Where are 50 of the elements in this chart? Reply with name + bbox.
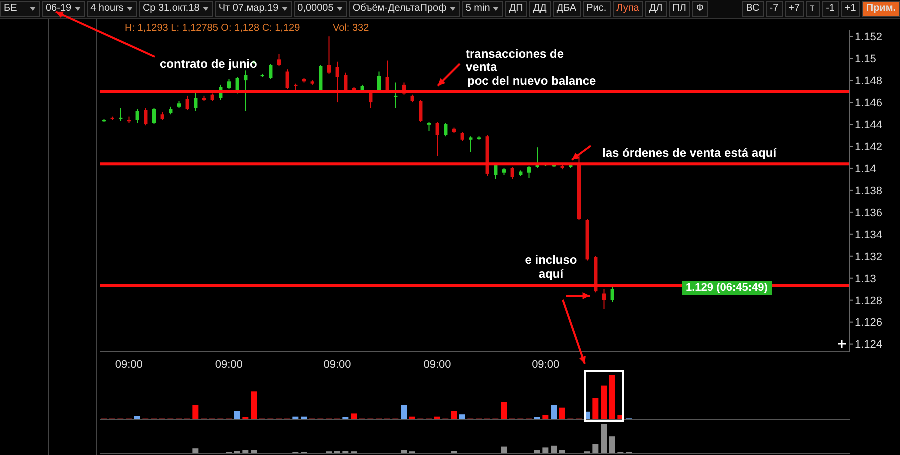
- y-tick-label: 1.148: [855, 75, 883, 88]
- annotation: H: 1,1293 L: 1,12785 O: 1,128 C: 1,129: [125, 22, 300, 35]
- text: Прим.: [866, 2, 896, 16]
- annotation: contrato de junio: [160, 57, 258, 71]
- text: -1: [826, 2, 835, 16]
- text: Лупа: [616, 2, 640, 16]
- y-tick-label: 1.138: [855, 185, 883, 198]
- y-tick-label: 1.142: [855, 141, 883, 154]
- y-tick-label: 1.136: [855, 207, 883, 220]
- text: ДБА: [556, 2, 577, 16]
- annotation: 1.129 (06:45:49): [682, 281, 772, 296]
- text: ПЛ: [672, 2, 686, 16]
- x-tick-label: 09:00: [324, 358, 352, 371]
- text: 4 hours: [90, 2, 124, 16]
- text: -7: [770, 2, 779, 16]
- text: 06-19: [46, 2, 72, 16]
- text: +7: [788, 2, 800, 16]
- text: +1: [844, 2, 856, 16]
- y-tick-label: 1.152: [855, 32, 883, 44]
- text: Рис.: [586, 2, 607, 16]
- y-tick-label: 1.126: [855, 317, 883, 330]
- text: Чт 07.мар.19: [218, 2, 279, 16]
- annotation: Vol: 332: [333, 22, 370, 35]
- text: БЕ: [4, 2, 18, 16]
- x-tick-label: 09:00: [215, 358, 243, 371]
- text: Ср 31.окт.18: [142, 2, 200, 16]
- y-tick-label: 1.13: [855, 273, 876, 286]
- y-tick-label: 1.132: [855, 251, 883, 264]
- ref-line-label: e incluso aquí: [524, 253, 578, 282]
- y-tick-label: 1.134: [855, 229, 883, 242]
- text: Объём-ДельтаПроф: [352, 2, 447, 16]
- x-tick-label: 09:00: [532, 358, 560, 371]
- ref-line-label: poc del nuevo balance: [468, 74, 598, 88]
- text: т: [810, 2, 815, 16]
- text: Ф: [696, 2, 704, 16]
- text: 5 min: [466, 2, 490, 16]
- text: ВС: [746, 2, 760, 16]
- text: ДЛ: [649, 2, 663, 16]
- y-tick-label: 1.128: [855, 295, 883, 308]
- y-tick-label: 1.15: [855, 53, 876, 66]
- ref-line-label: las órdenes de venta está aquí: [602, 146, 778, 160]
- y-tick-label: 1.14: [855, 163, 876, 176]
- y-tick-label: 1.144: [855, 119, 883, 132]
- x-tick-label: 09:00: [115, 358, 143, 371]
- y-tick-label: 1.124: [855, 339, 883, 352]
- y-tick-label: 1.146: [855, 97, 883, 110]
- text: ДП: [509, 2, 524, 16]
- text: ДД: [533, 2, 547, 16]
- x-tick-label: 09:00: [424, 358, 452, 371]
- text: 0,00005: [298, 2, 334, 16]
